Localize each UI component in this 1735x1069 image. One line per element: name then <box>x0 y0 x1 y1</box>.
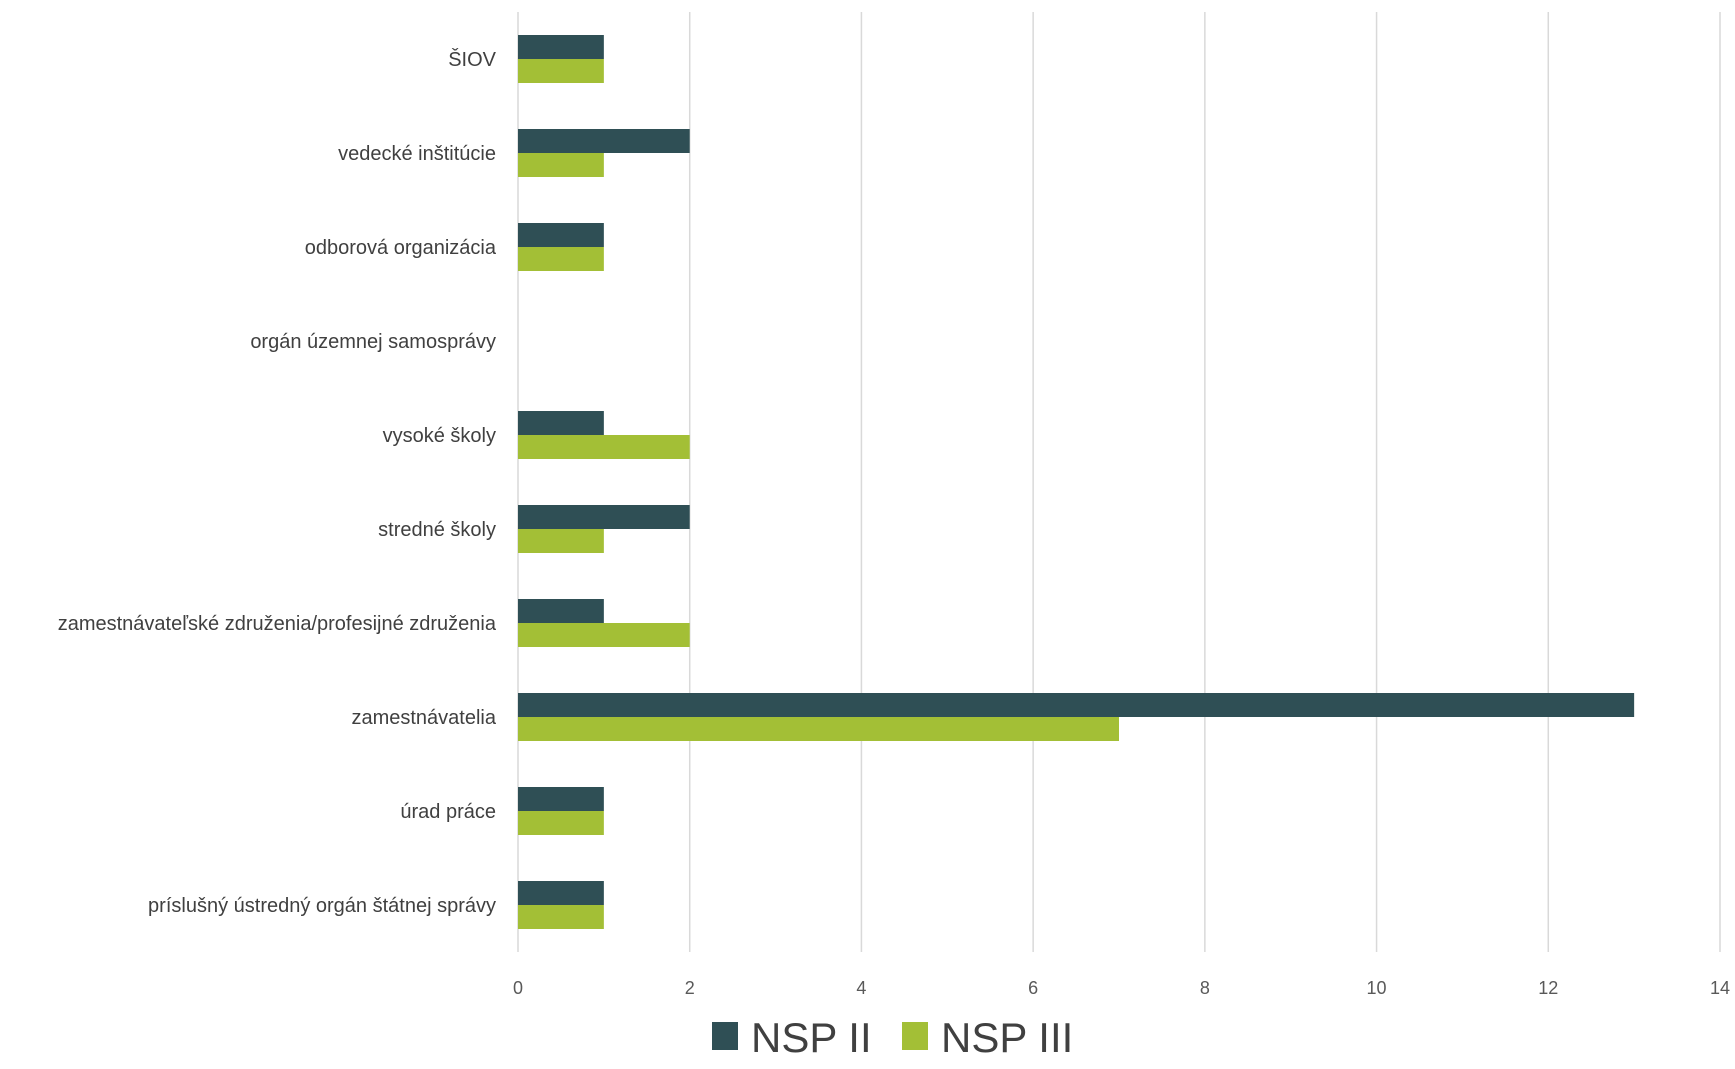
bar-nsp-iii <box>518 905 604 929</box>
x-tick-label: 0 <box>513 978 523 998</box>
bar-nsp-ii <box>518 129 690 153</box>
legend-swatch <box>902 1022 928 1050</box>
bar-nsp-ii <box>518 505 690 529</box>
x-tick-label: 14 <box>1710 978 1730 998</box>
legend-label: NSP III <box>941 1014 1073 1061</box>
category-labels: ŠIOV vedecké inštitúcie odborová organizác… <box>58 48 497 917</box>
x-tick-label: 8 <box>1200 978 1210 998</box>
bar-nsp-ii <box>518 599 604 623</box>
x-tick-label: 10 <box>1367 978 1387 998</box>
bar-nsp-iii <box>518 59 604 83</box>
category-label: orgán územnej samosprávy <box>250 331 496 353</box>
bar-nsp-iii <box>518 247 604 271</box>
bar-nsp-iii <box>518 529 604 553</box>
legend: NSP II NSP III <box>712 1014 1073 1061</box>
bar-nsp-ii <box>518 35 604 59</box>
x-tick-label: 2 <box>685 978 695 998</box>
category-label: ŠIOV <box>448 48 496 71</box>
bar-nsp-iii <box>518 153 604 177</box>
x-tick-label: 6 <box>1028 978 1038 998</box>
bar-nsp-iii <box>518 717 1119 741</box>
x-tick-labels: 0 2 4 6 8 10 12 14 <box>513 978 1730 998</box>
bar-nsp-ii <box>518 411 604 435</box>
x-tick-label: 12 <box>1538 978 1558 998</box>
bar-nsp-ii <box>518 223 604 247</box>
bars <box>518 35 1635 929</box>
category-label: zamestnávateľské združenia/profesijné zd… <box>58 613 497 635</box>
category-label: príslušný ústredný orgán štátnej správy <box>148 895 496 917</box>
category-label: úrad práce <box>400 801 496 823</box>
bar-nsp-ii <box>518 881 604 905</box>
bar-nsp-ii <box>518 693 1635 717</box>
x-tick-label: 4 <box>856 978 866 998</box>
category-label: vedecké inštitúcie <box>338 143 496 165</box>
category-label: odborová organizácia <box>305 237 497 259</box>
legend-label: NSP II <box>751 1014 872 1061</box>
bar-nsp-ii <box>518 787 604 811</box>
category-label: zamestnávatelia <box>351 707 496 729</box>
bar-nsp-iii <box>518 435 690 459</box>
category-label: vysoké školy <box>383 425 496 447</box>
legend-swatch <box>712 1022 738 1050</box>
category-label: stredné školy <box>378 519 496 541</box>
bar-nsp-iii <box>518 623 690 647</box>
gridlines <box>517 12 1721 952</box>
bar-nsp-iii <box>518 811 604 835</box>
